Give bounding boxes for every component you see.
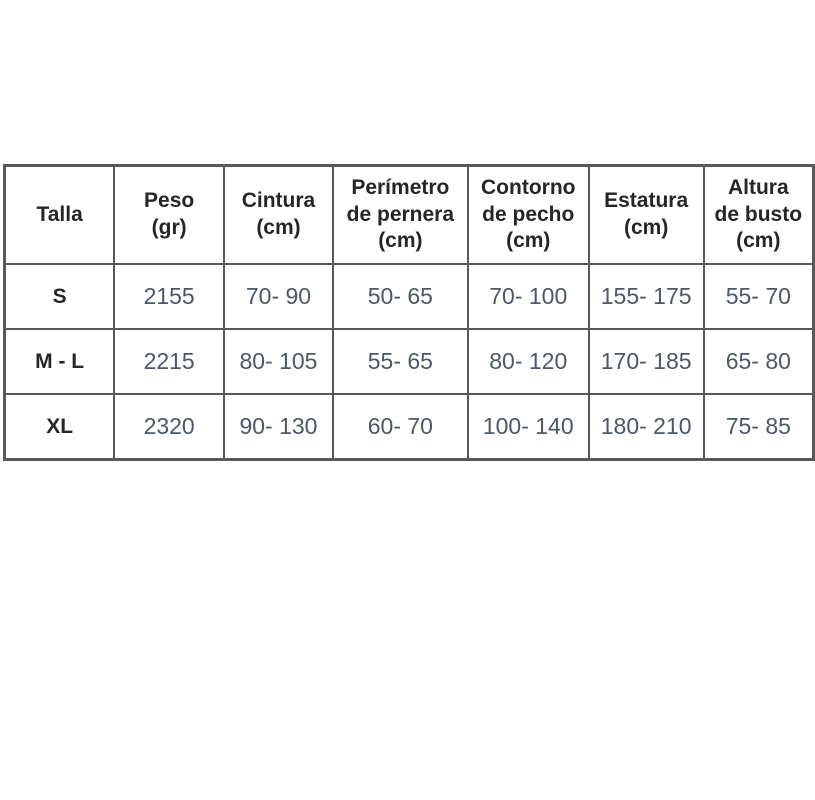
cell-xl-contorno-pecho: 100- 140 [466, 393, 590, 461]
table-row-xl: XL 2320 90- 130 60- 70 100- 140 180- 210… [3, 393, 815, 461]
table-row-m-l: M - L 2215 80- 105 55- 65 80- 120 170- 1… [3, 328, 815, 395]
header-cintura: Cintura (cm) [223, 164, 334, 265]
cell-ml-cintura: 80- 105 [223, 328, 334, 395]
header-contorno-pecho: Contorno de pecho (cm) [466, 164, 590, 265]
row-label-m-l: M - L [3, 328, 116, 395]
size-chart-table: Talla Peso (gr) Cintura (cm) Perímetro d… [3, 164, 815, 461]
cell-s-perimetro-pernera: 50- 65 [331, 263, 469, 330]
cell-s-cintura: 70- 90 [223, 263, 334, 330]
cell-xl-estatura: 180- 210 [587, 393, 705, 461]
cell-xl-peso: 2320 [113, 393, 226, 461]
header-perimetro-pernera: Perímetro de pernera (cm) [331, 164, 469, 265]
table-row-s: S 2155 70- 90 50- 65 70- 100 155- 175 55… [3, 263, 815, 330]
cell-ml-perimetro-pernera: 55- 65 [331, 328, 469, 395]
header-estatura: Estatura (cm) [587, 164, 705, 265]
cell-s-peso: 2155 [113, 263, 226, 330]
header-talla: Talla [3, 164, 116, 265]
header-row: Talla Peso (gr) Cintura (cm) Perímetro d… [3, 164, 815, 265]
cell-xl-cintura: 90- 130 [223, 393, 334, 461]
cell-ml-contorno-pecho: 80- 120 [466, 328, 590, 395]
cell-ml-estatura: 170- 185 [587, 328, 705, 395]
cell-ml-altura-busto: 65- 80 [702, 328, 815, 395]
cell-s-altura-busto: 55- 70 [702, 263, 815, 330]
cell-ml-peso: 2215 [113, 328, 226, 395]
header-peso: Peso (gr) [113, 164, 226, 265]
header-altura-busto: Altura de busto (cm) [702, 164, 815, 265]
cell-s-estatura: 155- 175 [587, 263, 705, 330]
cell-xl-altura-busto: 75- 85 [702, 393, 815, 461]
cell-s-contorno-pecho: 70- 100 [466, 263, 590, 330]
row-label-xl: XL [3, 393, 116, 461]
row-label-s: S [3, 263, 116, 330]
cell-xl-perimetro-pernera: 60- 70 [331, 393, 469, 461]
